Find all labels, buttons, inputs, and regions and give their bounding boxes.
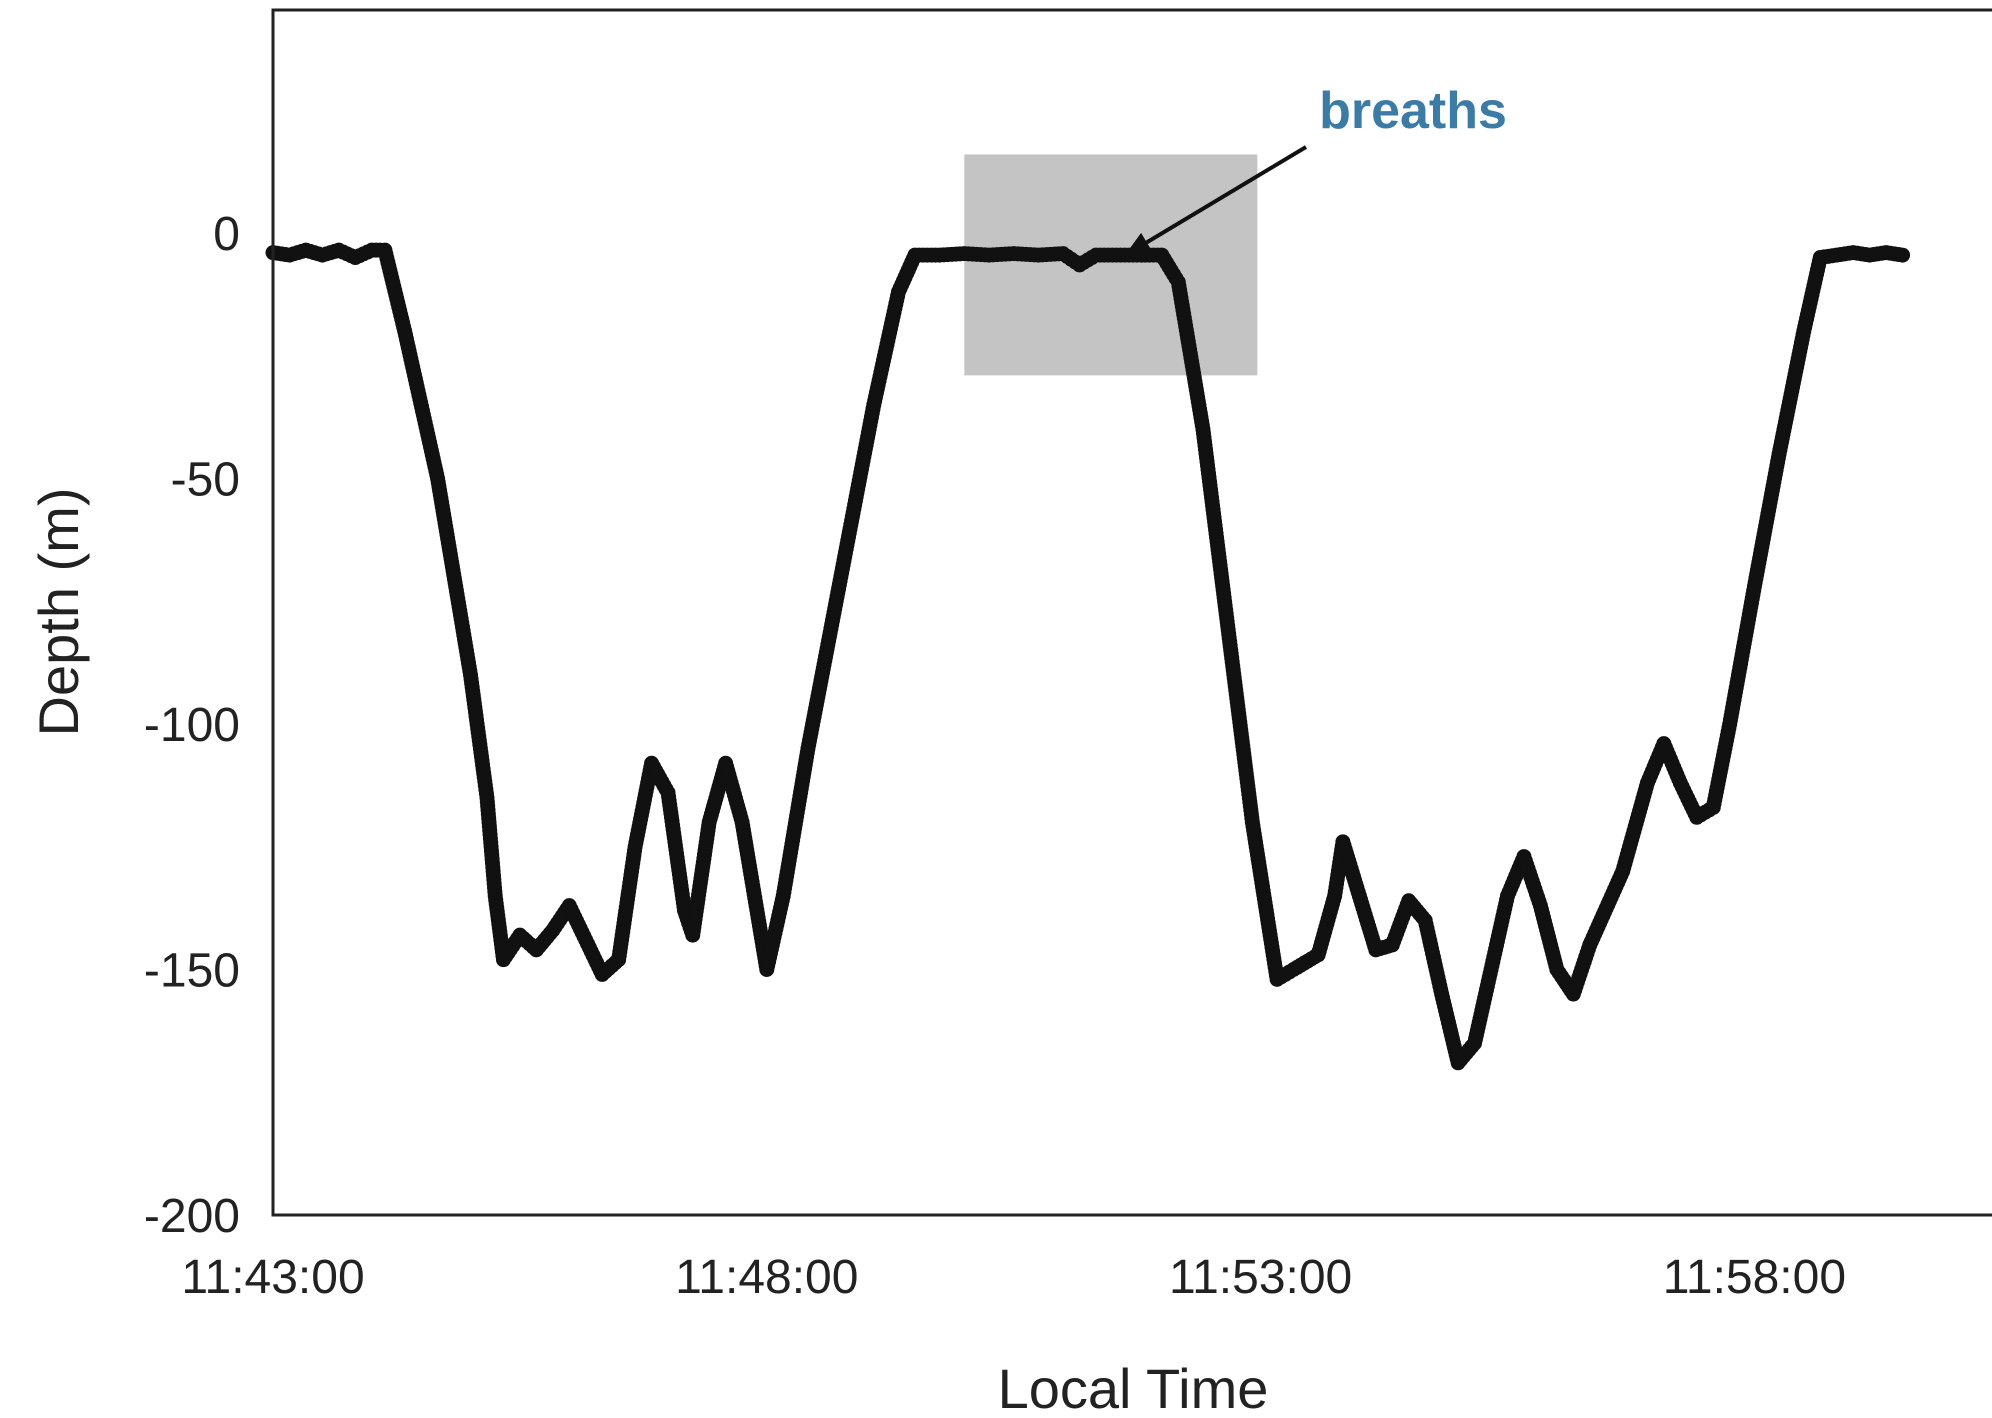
y-axis-title: Depth (m): [27, 488, 90, 737]
y-tick-label: -200: [144, 1190, 240, 1243]
x-tick-label: 11:53:00: [1169, 1251, 1352, 1304]
y-tick-label: -50: [171, 454, 240, 507]
data-point: [1895, 247, 1911, 263]
annotation-arrowhead: [1124, 232, 1153, 256]
x-tick-label: 11:48:00: [675, 1251, 858, 1304]
series-layer: [265, 242, 1911, 1071]
x-tick-label: 11:43:00: [181, 1251, 364, 1304]
annotation-arrow: [1145, 145, 1308, 245]
x-tick-label: 11:58:00: [1663, 1251, 1846, 1304]
highlight-region: [964, 154, 1258, 376]
plot-frame: [271, 8, 1992, 1217]
y-tick-label: -150: [144, 945, 240, 998]
x-axis-title: Local Time: [998, 1357, 1269, 1418]
annotation-breaths: breaths: [1319, 82, 1507, 140]
y-tick-label: 0: [213, 208, 240, 261]
y-tick-label: -100: [144, 699, 240, 752]
